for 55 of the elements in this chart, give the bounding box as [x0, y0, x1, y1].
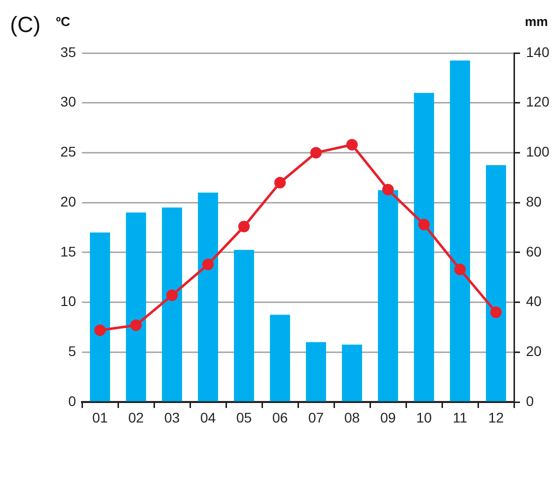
bar: [90, 232, 110, 402]
bar: [198, 192, 218, 402]
y-tick-label: 15: [60, 243, 76, 260]
chart-title: (C): [10, 12, 41, 37]
point: [94, 324, 106, 336]
x-tick-label: 07: [308, 409, 324, 426]
x-tick-label: 09: [380, 409, 396, 426]
point: [490, 306, 502, 318]
bar: [306, 342, 326, 402]
point: [238, 220, 250, 232]
y-tick-label: 25: [60, 144, 76, 160]
y2-axis-title: mm: [524, 14, 548, 29]
point: [310, 146, 322, 158]
y-tick-label: 0: [68, 392, 76, 409]
x-tick-label: 01: [92, 409, 108, 426]
point: [346, 138, 358, 150]
y2-tick-label: 100: [526, 144, 550, 160]
y-tick-label: 30: [60, 94, 76, 110]
y2-tick-label: 120: [526, 94, 550, 110]
point: [274, 176, 286, 188]
x-tick-label: 03: [164, 409, 180, 426]
bar: [234, 250, 254, 402]
y-tick-label: 20: [60, 193, 76, 210]
x-tick-label: 12: [488, 409, 504, 426]
point: [454, 264, 466, 276]
bar: [162, 208, 182, 402]
point: [382, 184, 394, 196]
x-tick-label: 08: [344, 409, 360, 426]
y-axis-title: ºC: [56, 14, 71, 29]
y-tick-label: 10: [60, 293, 76, 310]
y2-tick-label: 40: [526, 293, 542, 310]
y2-tick-label: 80: [526, 193, 542, 210]
y-tick-label: 35: [60, 44, 76, 60]
y2-tick-label: 0: [526, 392, 534, 409]
bar: [342, 344, 362, 402]
x-tick-label: 02: [128, 409, 144, 426]
x-tick-label: 11: [452, 409, 468, 426]
x-tick-label: 05: [236, 409, 252, 426]
x-tick-label: 04: [200, 409, 216, 426]
point: [202, 258, 214, 270]
y2-tick-label: 60: [526, 243, 542, 260]
y2-tick-label: 20: [526, 343, 542, 359]
bar: [378, 190, 398, 402]
point: [166, 290, 178, 302]
x-tick-label: 10: [416, 409, 432, 426]
y2-tick-label: 140: [526, 44, 550, 60]
x-tick-label: 06: [272, 409, 288, 426]
bar: [270, 314, 290, 402]
point: [130, 319, 142, 331]
bar: [126, 212, 146, 402]
y-tick-label: 5: [68, 343, 76, 359]
bar: [414, 92, 434, 402]
point: [418, 218, 430, 230]
bar: [486, 165, 506, 402]
bar: [450, 60, 470, 402]
